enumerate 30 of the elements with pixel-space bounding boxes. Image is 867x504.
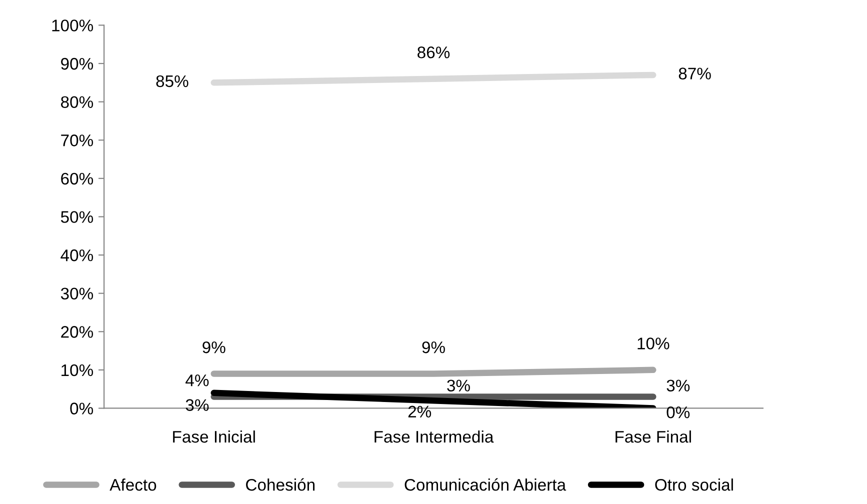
data-label: 10%: [638, 338, 670, 350]
y-tick-label: 20%: [61, 326, 94, 338]
data-label: 3%: [447, 380, 470, 392]
data-label: 4%: [186, 374, 209, 386]
data-label: 0%: [666, 406, 690, 418]
y-tick-label: 90%: [61, 58, 94, 70]
legend-label: Otro social: [655, 478, 733, 491]
x-tick-label: Fase Intermedia: [374, 430, 494, 443]
legend-label: Comunicación Abierta: [404, 478, 566, 491]
y-tick-label: 80%: [60, 96, 94, 108]
data-label: 85%: [156, 75, 188, 88]
legend-label: Afecto: [110, 478, 156, 491]
y-tick-label: 50%: [60, 211, 94, 223]
data-label: 86%: [418, 46, 450, 58]
x-tick-label: Fase Inicial: [173, 430, 255, 443]
data-label: 2%: [408, 406, 432, 418]
y-tick-label: 0%: [70, 402, 94, 414]
y-tick-label: 100%: [52, 20, 94, 32]
data-label: 3%: [186, 399, 209, 411]
legend-label: Cohesión: [246, 478, 315, 491]
x-tick-label: Fase Final: [616, 430, 691, 443]
y-tick-label: 40%: [60, 249, 94, 262]
data-label: 9%: [422, 341, 445, 354]
data-label: 9%: [202, 341, 226, 354]
data-label: 87%: [678, 68, 711, 80]
y-tick-label: 60%: [61, 172, 94, 185]
y-tick-label: 70%: [61, 134, 94, 146]
y-tick-label: 30%: [60, 288, 94, 300]
y-tick-label: 10%: [62, 364, 94, 376]
data-label: 3%: [666, 380, 690, 392]
